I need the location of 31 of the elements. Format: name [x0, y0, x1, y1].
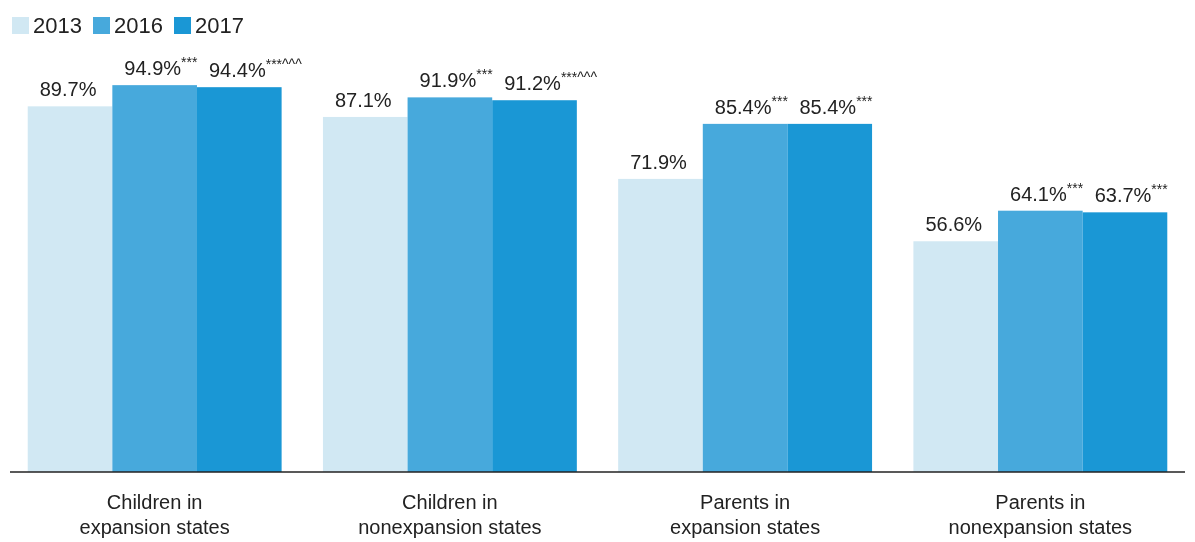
data-label: 87.1% — [334, 88, 392, 111]
x-tick-label: Children in nonexpansion states — [358, 491, 542, 538]
bar — [112, 85, 197, 472]
data-label: 94.9%$^{***}$ — [124, 54, 198, 80]
data-label: 91.9%$^{***}$ — [419, 66, 494, 92]
data-label: 64.1%$^{***}$ — [1010, 179, 1084, 205]
bar — [998, 210, 1083, 472]
x-tick-label: Parents in nonexpansion states — [948, 491, 1133, 538]
data-label: 85.4%$^{***}$ — [799, 92, 874, 118]
bar — [1082, 212, 1168, 472]
x-tick-label: Parents in expansion states — [670, 491, 821, 538]
bar — [196, 87, 282, 472]
legend-label: 2016 — [114, 13, 163, 38]
data-label: 63.7%$^{***}$ — [1094, 181, 1169, 207]
legend-label: 2017 — [195, 13, 244, 38]
bar — [27, 106, 113, 472]
data-label: 94.4%$^{***^^^}$ — [208, 56, 303, 82]
data-label: 85.4%$^{***}$ — [714, 92, 789, 118]
bar — [407, 97, 493, 472]
legend-label: 2013 — [33, 13, 82, 38]
bar — [787, 123, 873, 472]
data-label: 91.2%$^{***^^^}$ — [504, 69, 598, 95]
bar — [618, 178, 703, 472]
x-tick-label: Children in expansion states — [79, 491, 230, 538]
data-label: 56.6% — [925, 213, 983, 236]
bar — [702, 123, 788, 472]
data-label: 89.7% — [39, 78, 97, 101]
bar — [492, 100, 577, 472]
bar — [322, 116, 408, 472]
data-label: 71.9% — [630, 150, 688, 173]
bar — [913, 241, 999, 472]
